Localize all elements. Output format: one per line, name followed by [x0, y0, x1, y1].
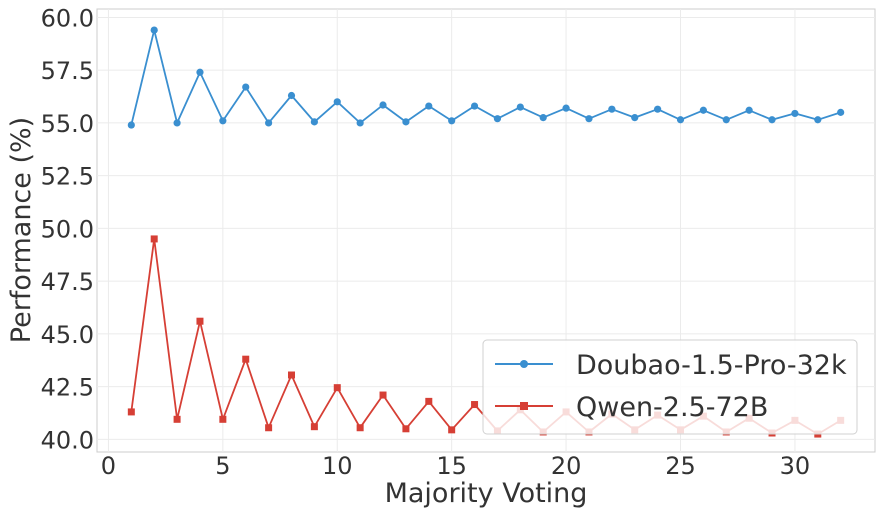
- data-point-0: [310, 118, 318, 126]
- x-tick-label: 15: [436, 452, 467, 480]
- x-tick-label: 0: [101, 452, 116, 480]
- data-point-0: [768, 116, 776, 124]
- data-point-1: [219, 415, 227, 423]
- data-point-0: [173, 119, 181, 127]
- data-point-0: [722, 116, 730, 124]
- data-point-0: [196, 68, 204, 76]
- y-tick-label: 50.0: [41, 215, 94, 243]
- x-tick-label: 30: [780, 452, 811, 480]
- y-tick-label: 52.5: [41, 163, 94, 191]
- data-point-0: [333, 98, 341, 106]
- ticks: 0 5 10 15 20 25 30 40.0 42.5 45.0 47.5 50.0 52.5 55.0…: [41, 4, 811, 480]
- data-point-0: [676, 116, 685, 124]
- data-point-0: [127, 121, 135, 129]
- data-point-0: [265, 119, 273, 127]
- data-point-0: [654, 105, 662, 113]
- data-point-0: [242, 83, 250, 91]
- data-point-1: [356, 424, 364, 432]
- x-tick-label: 20: [551, 452, 582, 480]
- x-tick-label: 5: [215, 452, 230, 480]
- data-point-0: [470, 102, 479, 110]
- data-point-1: [265, 424, 273, 432]
- data-point-0: [562, 104, 570, 112]
- data-point-0: [585, 115, 593, 123]
- y-axis-label: Performance (%): [6, 117, 37, 343]
- legend-marker-doubao: [520, 360, 528, 368]
- legend-label-doubao: Doubao-1.5-Pro-32k: [576, 350, 847, 381]
- data-point-1: [310, 423, 318, 431]
- data-point-1: [173, 415, 181, 423]
- data-point-0: [791, 109, 799, 118]
- data-point-1: [402, 425, 410, 433]
- data-point-0: [379, 101, 387, 109]
- series-line-0: [130, 29, 841, 126]
- data-point-0: [539, 114, 547, 122]
- data-point-1: [242, 355, 250, 363]
- data-point-0: [356, 119, 364, 127]
- data-point-0: [516, 103, 524, 111]
- data-point-0: [493, 115, 502, 123]
- data-point-1: [333, 384, 341, 392]
- y-tick-label: 60.0: [41, 4, 94, 32]
- y-tick-label: 47.5: [41, 268, 94, 296]
- x-axis-label: Majority Voting: [385, 478, 588, 509]
- y-tick-label: 57.5: [41, 57, 94, 85]
- data-point-0: [287, 91, 296, 100]
- data-point-1: [150, 235, 158, 243]
- data-point-0: [699, 106, 707, 114]
- data-point-0: [814, 116, 822, 124]
- legend-label-qwen: Qwen-2.5-72B: [576, 392, 768, 423]
- data-point-1: [471, 401, 479, 409]
- data-point-0: [425, 102, 433, 110]
- data-point-1: [448, 426, 456, 434]
- data-point-1: [127, 408, 135, 416]
- legend: Doubao-1.5-Pro-32k Qwen-2.5-72B: [482, 339, 858, 435]
- data-point-0: [837, 108, 845, 116]
- y-tick-label: 45.0: [41, 321, 94, 349]
- y-tick-label: 55.0: [41, 110, 94, 138]
- data-point-0: [448, 117, 456, 125]
- data-point-1: [379, 391, 387, 399]
- data-point-0: [150, 26, 158, 34]
- legend-marker-qwen: [520, 402, 528, 410]
- x-tick-label: 10: [322, 452, 353, 480]
- data-point-0: [608, 105, 616, 113]
- data-point-0: [219, 117, 227, 125]
- data-point-1: [196, 317, 204, 325]
- y-tick-label: 42.5: [41, 374, 94, 402]
- legend-box: [482, 339, 858, 435]
- data-point-0: [631, 114, 639, 122]
- data-point-1: [425, 397, 433, 405]
- data-point-0: [745, 106, 753, 114]
- data-point-1: [288, 371, 295, 379]
- y-tick-label: 40.0: [41, 426, 94, 454]
- data-point-0: [402, 118, 410, 126]
- x-tick-label: 25: [665, 452, 696, 480]
